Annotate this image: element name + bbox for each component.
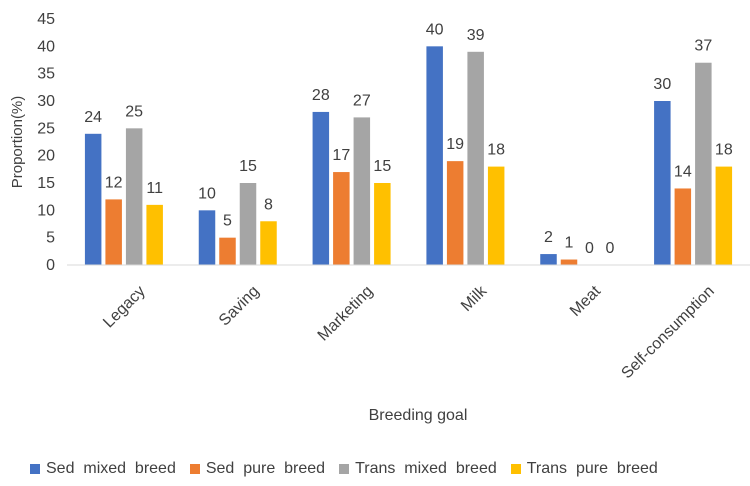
data-label: 8	[264, 196, 273, 213]
y-tick-label: 35	[37, 66, 55, 83]
data-label: 37	[694, 38, 712, 55]
data-label: 1	[565, 235, 574, 252]
bar	[540, 254, 557, 265]
y-tick-label: 40	[37, 38, 55, 55]
bar	[219, 237, 236, 265]
legend-item: Sed pure breed	[189, 460, 326, 478]
legend-swatch	[510, 464, 521, 474]
data-label: 15	[373, 158, 391, 175]
bar	[239, 183, 257, 265]
y-tick-label: 30	[37, 93, 55, 110]
data-label: 14	[674, 163, 692, 180]
data-label: 5	[223, 213, 232, 230]
x-axis-title: Breeding goal	[369, 407, 468, 424]
data-label: 27	[353, 92, 371, 109]
data-label: 10	[198, 185, 216, 202]
bar	[125, 128, 143, 265]
legend-label: Trans mixed breed	[355, 460, 497, 477]
y-tick-label: 45	[37, 11, 55, 28]
bar	[353, 117, 371, 266]
x-tick-label: Meat	[567, 282, 605, 320]
bar	[146, 204, 163, 265]
bar	[260, 221, 277, 265]
data-label: 15	[239, 158, 257, 175]
bars	[84, 46, 733, 266]
bar	[374, 183, 391, 265]
data-label: 39	[467, 27, 485, 44]
bar	[84, 133, 102, 265]
legend-label: Sed pure breed	[205, 460, 326, 477]
legend-item: Trans mixed breed	[339, 460, 497, 478]
bar	[426, 46, 443, 266]
bar	[312, 111, 330, 265]
bar	[654, 101, 671, 265]
bar	[695, 62, 712, 265]
data-label: 12	[105, 174, 123, 191]
data-label: 0	[585, 240, 594, 257]
x-tick-label: Saving	[216, 283, 263, 330]
bar	[674, 188, 692, 265]
bar	[467, 51, 484, 265]
bar	[198, 210, 216, 265]
legend: Sed mixed breed Sed pure breed Trans mixed…	[30, 460, 658, 478]
y-tick-label: 5	[46, 230, 55, 247]
y-tick-label: 15	[37, 175, 55, 192]
legend-label: Trans pure breed	[526, 460, 658, 477]
legend-label: Sed mixed breed	[46, 460, 176, 477]
x-tick-label: Milk	[458, 282, 491, 315]
legend-item: Sed mixed breed	[30, 460, 176, 478]
y-tick-label: 10	[37, 202, 55, 219]
data-label: 28	[312, 87, 330, 104]
data-label: 0	[606, 240, 615, 257]
legend-item: Trans pure breed	[510, 460, 658, 478]
bar	[487, 166, 505, 265]
data-label: 30	[653, 76, 671, 93]
data-label: 24	[84, 109, 102, 126]
data-label: 11	[146, 180, 163, 197]
bar	[715, 166, 733, 265]
x-tick-label: Marketing	[315, 283, 377, 345]
x-axis-ticks: Legacy Saving Marketing Milk Meat Self-consum…	[100, 282, 718, 382]
legend-swatch	[189, 464, 200, 474]
bar	[446, 161, 464, 265]
data-label: 19	[446, 136, 464, 153]
y-tick-label: 25	[37, 120, 55, 137]
legend-swatch	[30, 464, 40, 474]
bar	[105, 199, 122, 265]
data-label: 25	[125, 103, 143, 120]
data-label: 2	[544, 229, 553, 246]
y-axis-title: Proportion(%)	[9, 96, 26, 189]
data-label: 40	[426, 21, 444, 38]
x-tick-label: Legacy	[100, 283, 149, 332]
bar	[560, 259, 578, 265]
x-tick-label: Self-consumption	[618, 283, 717, 382]
y-tick-label: 20	[37, 148, 55, 165]
data-label: 18	[487, 142, 505, 159]
y-axis-ticks: 0 5 10 15 20 25 30 35 40 45	[37, 11, 55, 274]
y-tick-label: 0	[46, 257, 55, 274]
bar	[333, 172, 350, 265]
legend-swatch	[339, 464, 350, 474]
data-label: 17	[332, 147, 350, 164]
data-label: 18	[715, 142, 733, 159]
